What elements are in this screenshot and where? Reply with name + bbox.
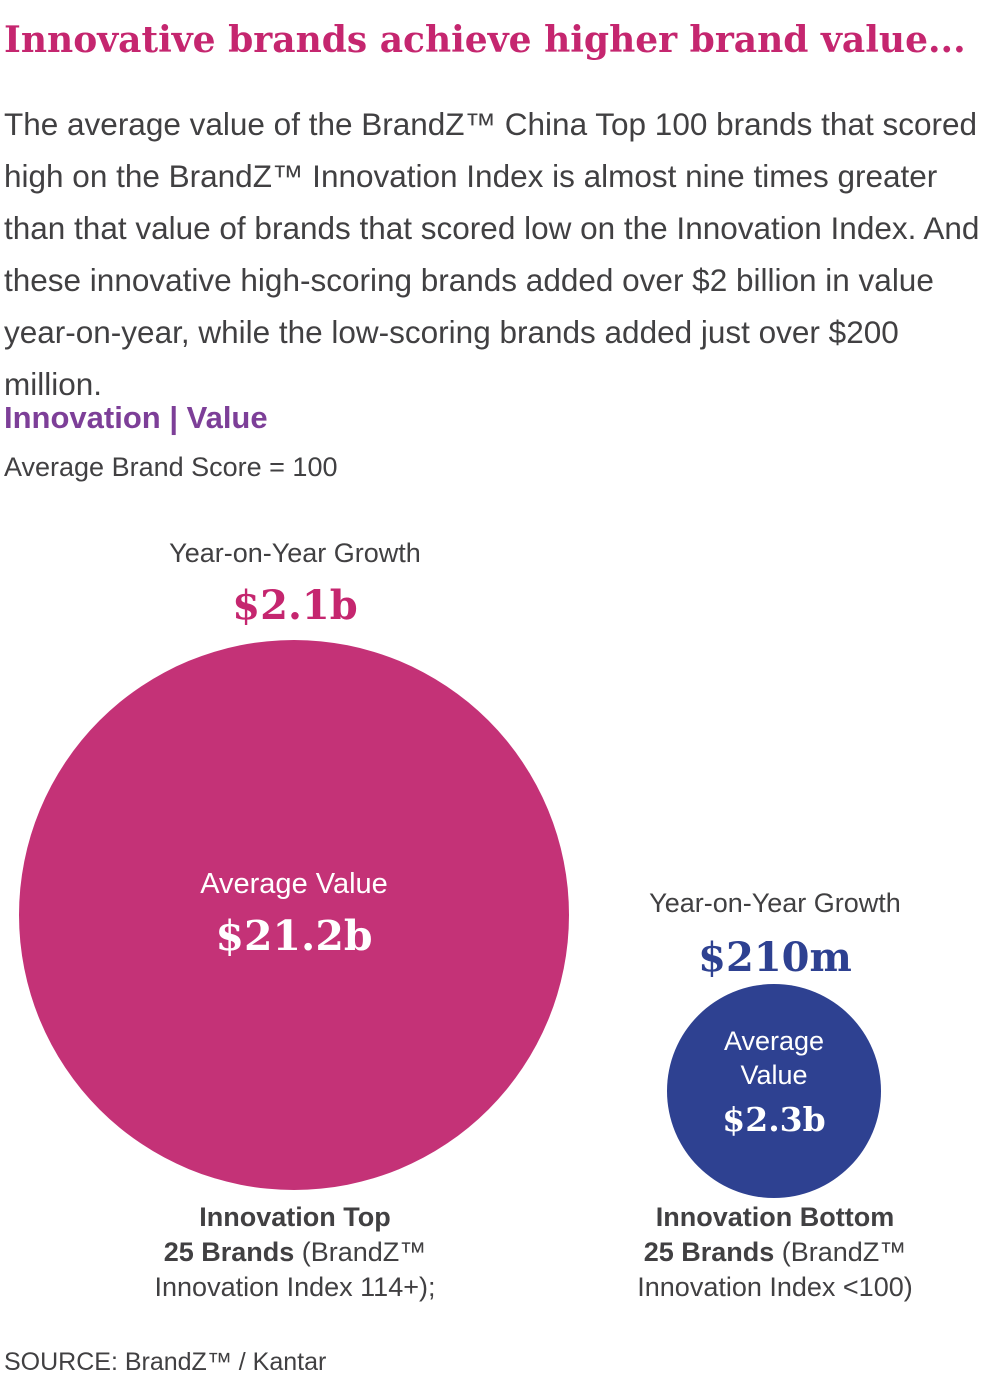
chart-subtitle: Average Brand Score = 100 <box>4 452 338 482</box>
top-caption-line2: 25 Brands (BrandZ™ <box>163 1237 427 1267</box>
top-bubble-growth-value: $2.1b <box>232 582 358 629</box>
bottom-bubble-value: $2.3b <box>722 1100 826 1139</box>
section-heading-innovation-value: Innovation | Value <box>4 400 268 435</box>
top-caption-line1: Innovation Top <box>199 1202 391 1232</box>
page-title: Innovative brands achieve higher brand v… <box>4 19 966 62</box>
top-bubble-growth-label: Year-on-Year Growth <box>169 538 421 568</box>
bottom-bubble-circle: Average Value $2.3b <box>667 984 881 1198</box>
bottom-bubble-growth-label: Year-on-Year Growth <box>649 888 901 918</box>
bottom-caption-line2: 25 Brands (BrandZ™ <box>643 1237 907 1267</box>
source-attribution: SOURCE: BrandZ™ / Kantar <box>4 1348 327 1376</box>
top-bubble-inner: Average Value $21.2b <box>19 866 569 960</box>
bottom-caption-line3: Innovation Index <100) <box>637 1272 913 1302</box>
top-bubble-caption: Innovation Top 25 Brands (BrandZ™ Innova… <box>0 1200 590 1305</box>
intro-paragraph: The average value of the BrandZ™ China T… <box>4 105 980 402</box>
top-caption-line3: Innovation Index 114+); <box>154 1272 436 1302</box>
bottom-bubble-growth-value: $210m <box>698 934 852 981</box>
top-bubble-value-label: Average Value <box>200 868 388 900</box>
top-bubble-value: $21.2b <box>215 912 373 960</box>
bottom-caption-line1: Innovation Bottom <box>655 1202 895 1232</box>
top-bubble-circle: Average Value $21.2b <box>19 640 569 1190</box>
bottom-bubble-inner: Average Value $2.3b <box>667 1024 881 1139</box>
bottom-bubble-value-label: Average Value <box>723 1026 825 1090</box>
bottom-bubble-caption: Innovation Bottom 25 Brands (BrandZ™ Inn… <box>560 1200 990 1305</box>
